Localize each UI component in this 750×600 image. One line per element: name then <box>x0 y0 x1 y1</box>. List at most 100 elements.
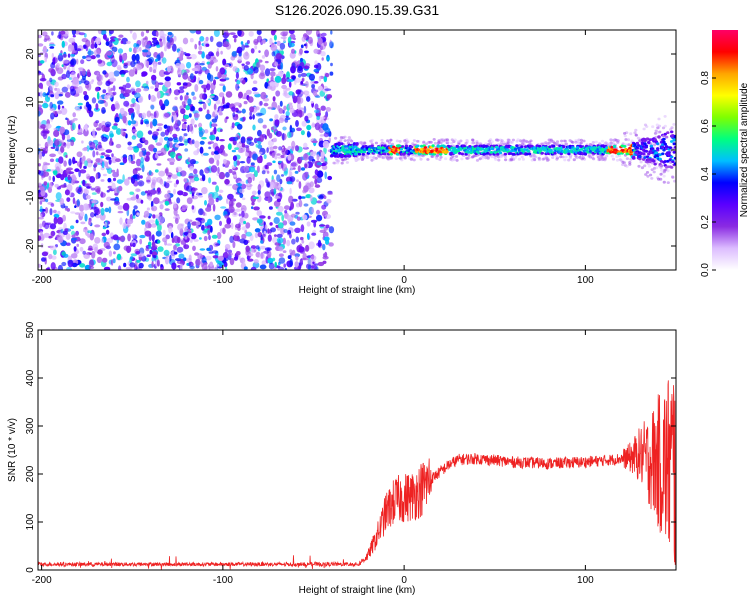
noise-speckle <box>123 70 129 73</box>
noise-speckle <box>238 148 244 154</box>
noise-speckle <box>267 80 271 84</box>
noise-speckle <box>328 242 334 247</box>
noise-speckle <box>241 108 246 114</box>
noise-speckle <box>257 184 262 192</box>
noise-speckle <box>214 214 221 221</box>
noise-speckle <box>132 146 139 149</box>
noise-speckle <box>184 148 189 152</box>
noise-speckle <box>105 229 110 235</box>
noise-speckle <box>264 191 271 199</box>
noise-speckle <box>314 60 318 66</box>
noise-speckle <box>191 139 195 145</box>
noise-speckle <box>56 67 64 75</box>
noise-speckle <box>308 155 314 162</box>
signal-halo <box>564 155 568 159</box>
noise-speckle <box>96 91 100 100</box>
noise-speckle <box>321 32 327 37</box>
noise-speckle <box>304 50 309 54</box>
y-tick-label: 500 <box>25 321 36 338</box>
noise-speckle <box>199 93 205 100</box>
signal-halo <box>389 138 393 142</box>
noise-speckle <box>61 86 68 93</box>
signal-halo <box>580 157 584 161</box>
noise-speckle <box>100 30 107 36</box>
noise-speckle <box>273 188 277 195</box>
signal-halo <box>615 158 620 162</box>
signal-cell <box>568 144 572 148</box>
noise-speckle <box>269 68 276 72</box>
signal-cell <box>612 144 617 148</box>
noise-speckle <box>201 256 207 264</box>
noise-speckle <box>266 170 270 174</box>
noise-speckle <box>106 189 110 193</box>
noise-speckle <box>258 253 266 260</box>
noise-speckle <box>252 91 260 95</box>
noise-speckle <box>229 32 236 35</box>
signal-halo <box>657 177 661 181</box>
noise-speckle <box>267 257 274 264</box>
noise-speckle <box>95 103 99 111</box>
noise-speckle <box>206 109 210 115</box>
y-tick-label: -20 <box>25 238 36 253</box>
noise-speckle <box>317 239 322 248</box>
noise-speckle <box>234 231 240 236</box>
noise-speckle <box>201 84 208 89</box>
noise-speckle <box>260 240 264 244</box>
noise-speckle <box>76 199 80 207</box>
noise-speckle <box>66 70 71 79</box>
noise-speckle <box>88 110 94 118</box>
signal-cell <box>480 147 485 151</box>
noise-speckle <box>251 190 257 196</box>
noise-speckle <box>248 31 254 37</box>
signal-cell <box>663 142 667 146</box>
noise-speckle <box>259 264 267 270</box>
noise-speckle <box>172 106 178 111</box>
noise-speckle <box>289 249 292 254</box>
noise-speckle <box>169 161 175 165</box>
noise-speckle <box>164 193 171 199</box>
noise-speckle <box>98 148 105 151</box>
noise-speckle <box>276 233 283 238</box>
noise-speckle <box>193 168 198 175</box>
noise-speckle <box>74 205 77 209</box>
noise-speckle <box>107 185 113 189</box>
noise-speckle <box>241 79 246 85</box>
signal-halo <box>542 141 546 145</box>
noise-speckle <box>156 176 163 183</box>
signal-halo <box>409 158 413 161</box>
noise-speckle <box>96 256 103 264</box>
noise-speckle <box>246 156 251 164</box>
noise-speckle <box>61 105 65 109</box>
noise-speckle <box>192 245 196 251</box>
noise-speckle <box>150 200 154 208</box>
signal-halo <box>555 155 559 159</box>
signal-halo <box>666 169 670 173</box>
signal-halo <box>561 155 565 159</box>
noise-speckle <box>106 237 114 244</box>
noise-speckle <box>299 258 303 266</box>
signal-halo <box>511 138 515 142</box>
signal-halo <box>600 139 605 143</box>
noise-speckle <box>250 48 255 54</box>
noise-speckle <box>232 66 238 72</box>
signal-cell <box>673 156 676 160</box>
noise-speckle <box>143 210 150 218</box>
noise-speckle <box>66 197 71 203</box>
noise-speckle <box>246 40 250 44</box>
noise-speckle <box>322 243 326 251</box>
noise-speckle <box>247 183 250 186</box>
noise-speckle <box>297 89 304 98</box>
noise-speckle <box>254 228 261 233</box>
noise-speckle <box>76 151 83 158</box>
noise-speckle <box>87 50 94 56</box>
noise-speckle <box>48 253 53 260</box>
noise-speckle <box>297 265 301 270</box>
signal-halo <box>622 161 627 165</box>
noise-speckle <box>147 51 151 56</box>
signal-halo <box>419 157 423 161</box>
noise-speckle <box>106 61 113 67</box>
signal-cell <box>661 145 665 149</box>
noise-speckle <box>310 219 318 223</box>
noise-speckle <box>303 105 307 114</box>
signal-cell <box>383 152 387 156</box>
